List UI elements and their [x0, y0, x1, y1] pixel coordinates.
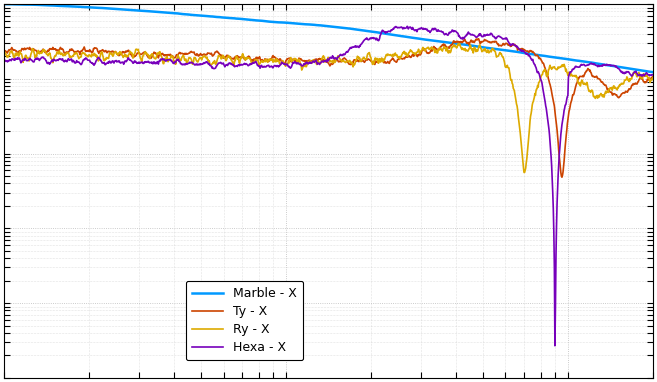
Hexa - X — [649, 73, 657, 77]
Hexa - X — [551, 343, 559, 348]
Marble - X — [649, 70, 657, 74]
Ty - X — [86, 48, 94, 53]
Ry - X — [0, 49, 8, 53]
Hexa - X — [0, 57, 8, 62]
Line: Ty - X: Ty - X — [4, 39, 653, 177]
Legend: Marble - X, Ty - X, Ry - X, Hexa - X: Marble - X, Ty - X, Ry - X, Hexa - X — [185, 281, 303, 360]
Hexa - X — [86, 60, 94, 65]
Hexa - X — [341, 52, 349, 57]
Ry - X — [520, 170, 528, 175]
Hexa - X — [355, 45, 363, 50]
Hexa - X — [403, 24, 411, 29]
Line: Hexa - X: Hexa - X — [4, 26, 653, 346]
Ry - X — [456, 41, 464, 46]
Ry - X — [282, 64, 290, 68]
Ty - X — [475, 36, 483, 41]
Hexa - X — [110, 60, 118, 65]
Ty - X — [649, 74, 657, 79]
Marble - X — [219, 15, 227, 20]
Ty - X — [110, 50, 118, 54]
Marble - X — [86, 5, 94, 10]
Hexa - X — [282, 62, 290, 66]
Ty - X — [0, 47, 8, 52]
Marble - X — [110, 6, 118, 11]
Ty - X — [355, 59, 363, 64]
Ty - X — [558, 175, 566, 180]
Ty - X — [341, 57, 349, 61]
Marble - X — [341, 26, 349, 30]
Ry - X — [341, 60, 349, 64]
Ry - X — [110, 53, 118, 58]
Line: Marble - X: Marble - X — [4, 4, 653, 72]
Ty - X — [282, 60, 290, 65]
Marble - X — [355, 28, 363, 32]
Marble - X — [282, 20, 290, 25]
Ry - X — [219, 53, 227, 57]
Ry - X — [649, 76, 657, 80]
Line: Ry - X: Ry - X — [4, 44, 653, 173]
Ty - X — [219, 55, 227, 60]
Ry - X — [86, 53, 94, 58]
Hexa - X — [219, 61, 227, 66]
Marble - X — [0, 2, 8, 6]
Ry - X — [355, 55, 363, 59]
